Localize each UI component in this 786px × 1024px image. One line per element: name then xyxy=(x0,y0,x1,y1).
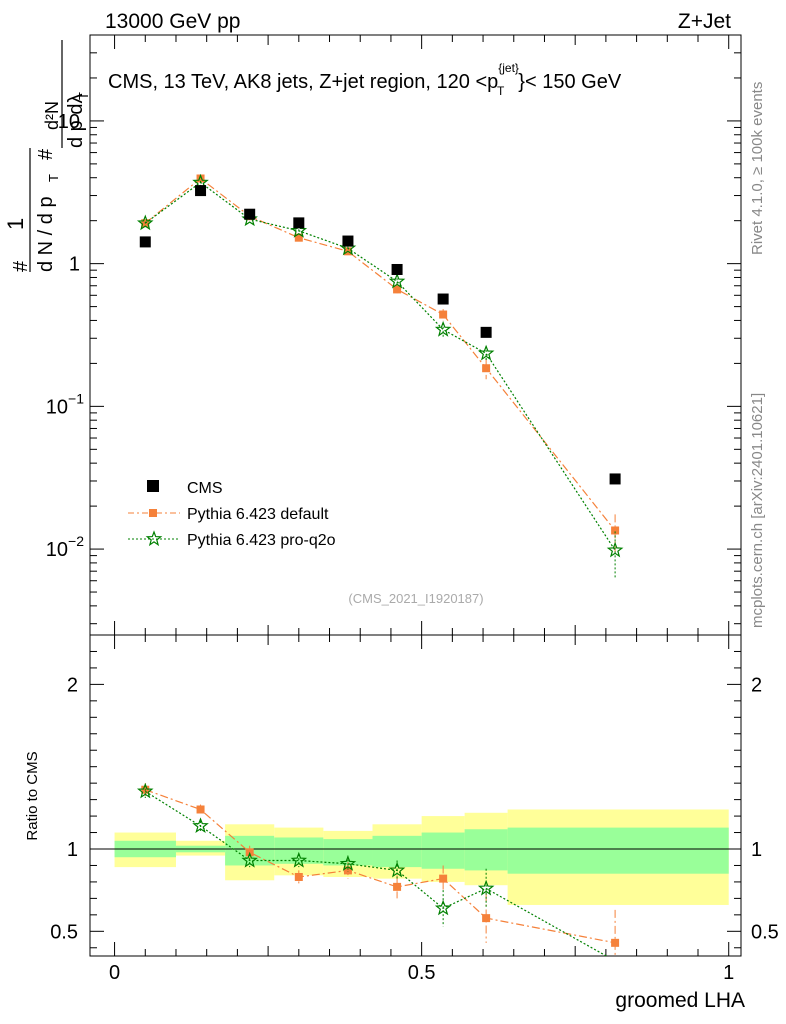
main-cms-point xyxy=(391,263,403,275)
x-tick-label: 1 xyxy=(723,962,734,984)
main-cms-point xyxy=(609,473,621,485)
main-default-point xyxy=(294,233,303,242)
main-proq2o-point xyxy=(136,214,154,231)
main-title: CMS, 13 TeV, AK8 jets, Z+jet region, 120… xyxy=(108,61,622,98)
ratio-ylabel: Ratio to CMS xyxy=(24,751,41,840)
main-proq2o-point xyxy=(606,541,624,558)
ratio-default-point xyxy=(439,874,448,883)
x-tick-label: 0 xyxy=(109,962,120,984)
ratio-band-green xyxy=(464,829,508,871)
header-left: 13000 GeV pp xyxy=(105,10,240,33)
main-default-point xyxy=(482,364,491,373)
title-pre: CMS, 13 TeV, AK8 jets, Z+jet region, 120… xyxy=(108,71,487,93)
ratio-proq2o-point xyxy=(241,851,258,868)
main-cms-point xyxy=(244,208,256,220)
main-default-point xyxy=(439,310,448,319)
ratio-default-point xyxy=(393,882,402,891)
ratio-ytick-label-left: 2 xyxy=(67,674,78,696)
ratio-ytick-label-left: 1 xyxy=(67,839,78,861)
ylabel-dn-dpt: d N / d p xyxy=(35,196,57,272)
legend-default-label: Pythia 6.423 default xyxy=(187,506,329,523)
legend-cms-marker xyxy=(147,480,159,492)
ylabel-sub-t2: T xyxy=(76,92,91,100)
title-p: p xyxy=(487,71,498,93)
main-proq2o-point xyxy=(477,344,495,361)
axis-ticks xyxy=(90,34,741,956)
ratio-proq2o-point xyxy=(136,782,154,799)
main-cms-point xyxy=(195,185,207,197)
analysis-watermark: (CMS_2021_I1920187) xyxy=(348,591,483,606)
main-ytick-label: 10−1 xyxy=(46,390,84,418)
ylabel-hash2: # xyxy=(35,148,57,160)
ylabel-hash1: # xyxy=(10,260,32,272)
ratio-proq2o-point xyxy=(192,817,209,834)
main-ytick-label: 10 xyxy=(58,111,80,133)
xtick-labels: 0 0.5 1 xyxy=(109,962,734,984)
legend-default-marker xyxy=(149,509,157,517)
ylabel-sub-t: T xyxy=(46,174,61,182)
title-post: }< 150 GeV xyxy=(518,71,622,93)
main-cms-point xyxy=(293,217,305,229)
title-sup: {jet} xyxy=(498,61,519,75)
main-ylabel: # 1 d N / d p T # d²N d p dλ T xyxy=(3,40,91,272)
x-axis-label: groomed LHA xyxy=(615,989,745,1012)
ratio-band-green xyxy=(507,827,729,874)
ratio-proq2o-point xyxy=(290,851,308,868)
main-cms-point xyxy=(437,293,449,305)
ratio-band-green xyxy=(421,832,465,869)
x-tick-label: 0.5 xyxy=(408,962,436,984)
ratio-default-point xyxy=(611,938,620,947)
main-cms-point xyxy=(342,235,354,247)
main-proq2o-point xyxy=(290,222,308,238)
ratio-default-point xyxy=(294,872,303,881)
ratio-default-point xyxy=(482,914,491,923)
main-proq2o-point xyxy=(388,272,406,289)
ratio-proq2o-point xyxy=(339,855,357,871)
legend-proq2o-marker xyxy=(145,530,163,547)
ratio-frame xyxy=(89,634,742,957)
ratio-default-point xyxy=(196,805,205,814)
main-ytick-labels: 10−2 10−1 1 10 xyxy=(46,111,84,561)
ratio-default-point xyxy=(343,866,352,875)
ratio-ytick-labels: 0.5 0.5 1 1 2 2 xyxy=(50,674,779,943)
ratio-proq2o-point xyxy=(388,861,406,878)
main-default-line xyxy=(144,177,616,531)
ratio-proq2o-point xyxy=(477,879,495,896)
ratio-proq2o-point xyxy=(434,899,452,916)
legend: CMS Pythia 6.423 default Pythia 6.423 pr… xyxy=(128,480,336,549)
legend-cms-label: CMS xyxy=(187,480,223,497)
main-ytick-label: 10−2 xyxy=(46,533,84,561)
ratio-ytick-label-right: 2 xyxy=(751,674,762,696)
title-sub: T xyxy=(497,84,505,98)
header-right: Z+Jet xyxy=(678,10,731,33)
ylabel-one: 1 xyxy=(3,218,28,230)
ratio-ytick-label-right: 0.5 xyxy=(751,921,779,943)
ylabel-dpt-dl: d p dλ xyxy=(65,94,87,148)
main-default-point xyxy=(611,526,620,535)
rivet-version-label: Rivet 4.1.0, ≥ 100k events xyxy=(749,82,766,255)
ratio-ytick-label-right: 1 xyxy=(751,839,762,861)
main-ytick-label: 1 xyxy=(69,254,80,276)
main-series-layer xyxy=(136,173,624,578)
legend-proq2o-label: Pythia 6.423 pro-q2o xyxy=(187,532,336,549)
main-default-point xyxy=(393,285,402,294)
main-default-point xyxy=(196,174,205,183)
mcplots-label: mcplots.cern.ch [arXiv:2401.10621] xyxy=(749,393,766,628)
main-proq2o-point xyxy=(434,320,452,337)
ratio-ytick-label-left: 0.5 xyxy=(50,921,78,943)
ratio-series-layer xyxy=(136,782,620,956)
main-cms-point xyxy=(139,236,151,248)
ylabel-d2n: d²N xyxy=(42,101,62,130)
main-cms-point xyxy=(480,326,492,338)
ratio-proq2o-line xyxy=(144,790,608,956)
